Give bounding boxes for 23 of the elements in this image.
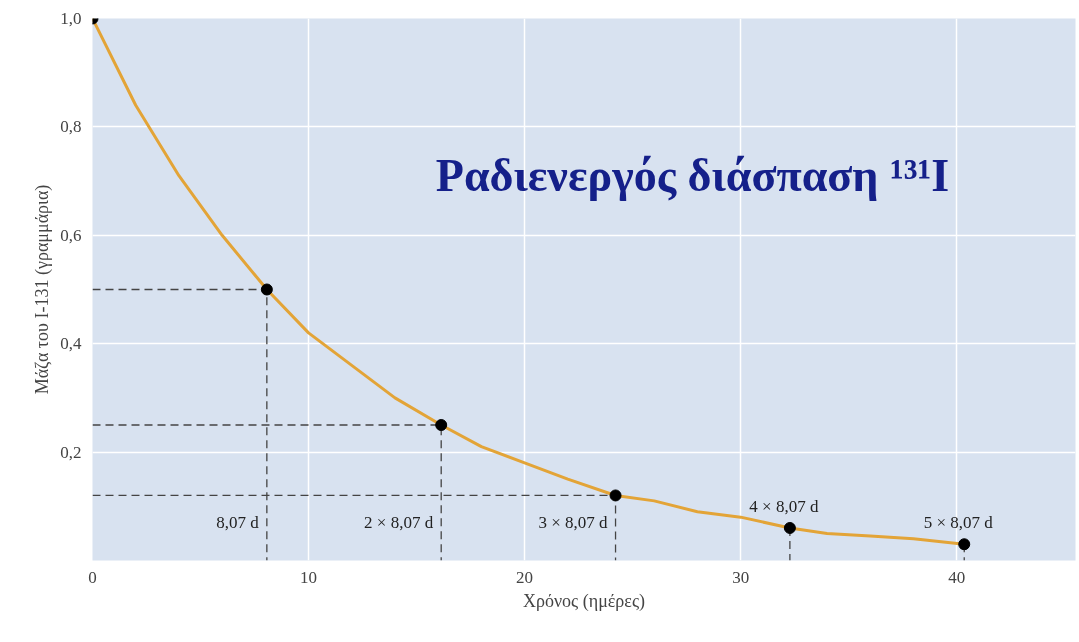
annotation: 3 × 8,07 d [538,513,609,533]
point [435,419,448,431]
x-tick-label: 30 [732,567,750,587]
x-tick-label: 0 [88,567,97,587]
x-axis-title: Χρόνος (ημέρες) [522,590,646,612]
y-tick-label: 0,2 [60,442,82,462]
point [609,489,622,502]
annotation: 2 × 8,07 d [364,513,434,533]
y-tick-label: 0,6 [60,225,82,245]
y-tick-label: 0,8 [60,117,82,137]
annotation: 8,07 d [216,513,260,533]
point [958,538,971,551]
text: Ραδιενεργός διάσπαση ¹³¹I [435,150,950,201]
x-tick-label: 10 [300,567,318,587]
annotation: 4 × 8,07 d [749,496,819,516]
point [260,283,273,296]
x-tick-label: 20 [516,567,534,587]
annotation: 5 × 8,07 d [923,513,994,533]
x-tick-label: 40 [948,567,966,587]
y-tick-label: 1,0 [60,9,82,28]
y-tick-label: 0,4 [60,334,82,354]
point [783,521,796,534]
y-axis-title: Μάζα του I-131 (γραμμάρια) [32,184,54,395]
